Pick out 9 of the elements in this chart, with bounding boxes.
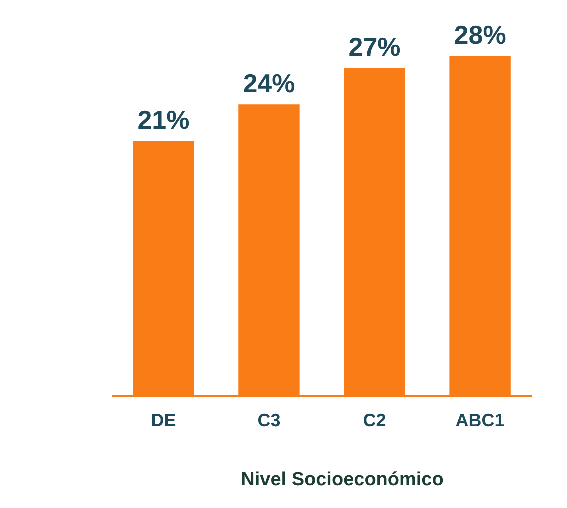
data-label: 21% <box>138 105 190 135</box>
data-label: 27% <box>348 32 401 62</box>
data-label: 28% <box>454 20 506 50</box>
x-tick-label: C2 <box>363 410 386 430</box>
x-tick-label: C3 <box>258 410 281 430</box>
data-label: 24% <box>243 68 296 99</box>
x-tick-label: DE <box>151 410 176 430</box>
x-axis-title: Nivel Socioeconómico <box>241 470 444 490</box>
x-tick-label: ABC1 <box>456 410 505 430</box>
